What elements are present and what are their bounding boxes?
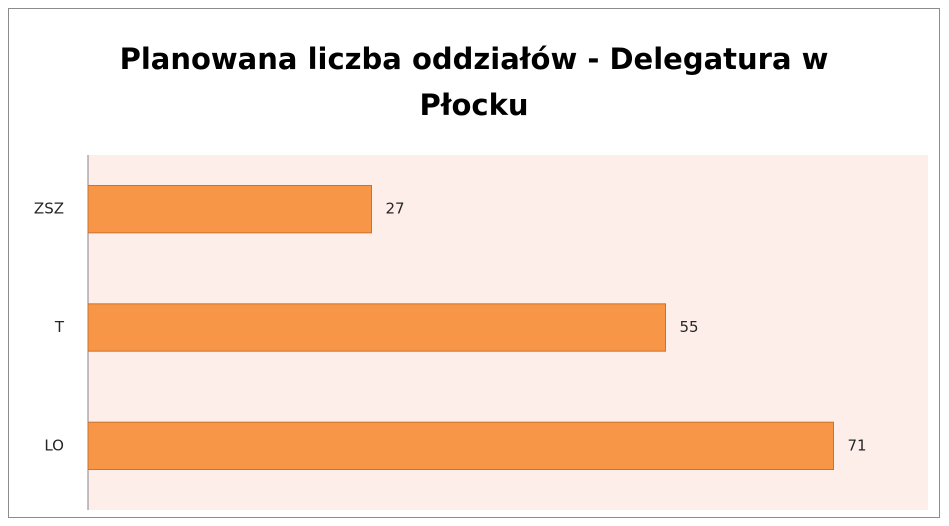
data-label: 55 — [680, 318, 699, 336]
data-label: 27 — [386, 200, 405, 218]
bar — [87, 421, 834, 470]
bar — [87, 303, 666, 352]
data-label: 71 — [848, 436, 867, 454]
chart-title: Planowana liczba oddziałów - Delegatura … — [119, 42, 829, 122]
y-tick-label: LO — [44, 436, 64, 454]
y-tick-label: ZSZ — [34, 200, 64, 218]
y-tick-label: T — [54, 318, 65, 336]
bar — [87, 185, 372, 234]
